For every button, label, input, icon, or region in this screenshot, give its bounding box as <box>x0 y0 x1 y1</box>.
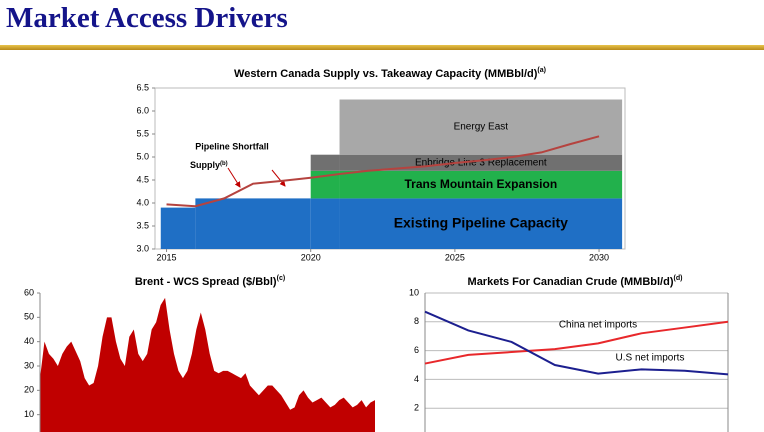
y-tick-label: 30 <box>24 360 34 370</box>
x-tick-label: 2015 <box>157 252 177 262</box>
chart-title-note: (a) <box>537 67 546 74</box>
capacity-segment <box>310 154 340 171</box>
capacity-segment <box>339 170 623 199</box>
chart-title-note: (d) <box>674 275 683 282</box>
capacity-segment <box>339 99 623 155</box>
spread-area <box>40 297 375 432</box>
y-tick-label: 2 <box>414 403 419 413</box>
annotation-arrow <box>227 167 241 188</box>
series-line <box>424 320 729 365</box>
series-label: Existing Pipeline Capacity <box>394 214 568 230</box>
x-tick-label: 2030 <box>589 252 609 262</box>
supply-line <box>166 135 600 208</box>
y-tick-label: 40 <box>24 336 34 346</box>
chart-title-text: Brent - WCS Spread ($/Bbl) <box>135 276 277 288</box>
y-tick-label: 4.5 <box>136 174 149 184</box>
annotation-note: (b) <box>220 161 228 167</box>
y-tick-label: 20 <box>24 385 34 395</box>
chart-title: Markets For Canadian Crude (MMBbl/d)(d) <box>468 275 683 288</box>
y-tick-label: 6.0 <box>136 105 149 115</box>
chart-title-note: (c) <box>277 275 286 282</box>
y-tick-label: 6 <box>414 345 419 355</box>
annotation: Supply(b) <box>190 160 228 170</box>
y-tick-label: 10 <box>409 287 419 297</box>
y-tick-label: 10 <box>24 409 34 419</box>
y-tick-label: 5.0 <box>136 151 149 161</box>
series-label: China net imports <box>559 320 637 331</box>
series-label: Trans Mountain Expansion <box>404 177 557 191</box>
chart-title: Western Canada Supply vs. Takeaway Capac… <box>234 67 546 80</box>
annotation-arrow <box>271 169 286 187</box>
annotation: Pipeline Shortfall <box>195 141 269 151</box>
y-tick-label: 6.5 <box>136 82 149 92</box>
series-line <box>424 310 729 376</box>
chart-title: Brent - WCS Spread ($/Bbl)(c) <box>135 275 285 288</box>
capacity-segment <box>339 198 623 249</box>
annotation-text: Supply <box>190 160 220 170</box>
chart-title-text: Markets For Canadian Crude (MMBbl/d) <box>468 276 674 288</box>
x-tick-label: 2025 <box>445 252 465 262</box>
y-tick-label: 60 <box>24 287 34 297</box>
chart-title-text: Western Canada Supply vs. Takeaway Capac… <box>234 68 538 80</box>
series-label: Energy East <box>454 122 509 133</box>
x-tick-label: 2020 <box>301 252 321 262</box>
y-tick-label: 5.5 <box>136 128 149 138</box>
title-rule <box>0 45 764 50</box>
y-tick-label: 3.0 <box>136 243 149 253</box>
slide-title: Market Access Drivers <box>6 2 288 34</box>
y-tick-label: 50 <box>24 312 34 322</box>
series-label: U.S net imports <box>616 353 685 364</box>
capacity-segment <box>195 198 311 249</box>
series-label: Enbridge Line 3 Replacement <box>415 157 547 168</box>
y-tick-label: 3.5 <box>136 220 149 230</box>
y-tick-label: 4.0 <box>136 197 149 207</box>
y-tick-label: 8 <box>414 316 419 326</box>
capacity-segment <box>310 198 340 249</box>
y-tick-label: 4 <box>414 374 419 384</box>
capacity-segment <box>160 207 196 249</box>
